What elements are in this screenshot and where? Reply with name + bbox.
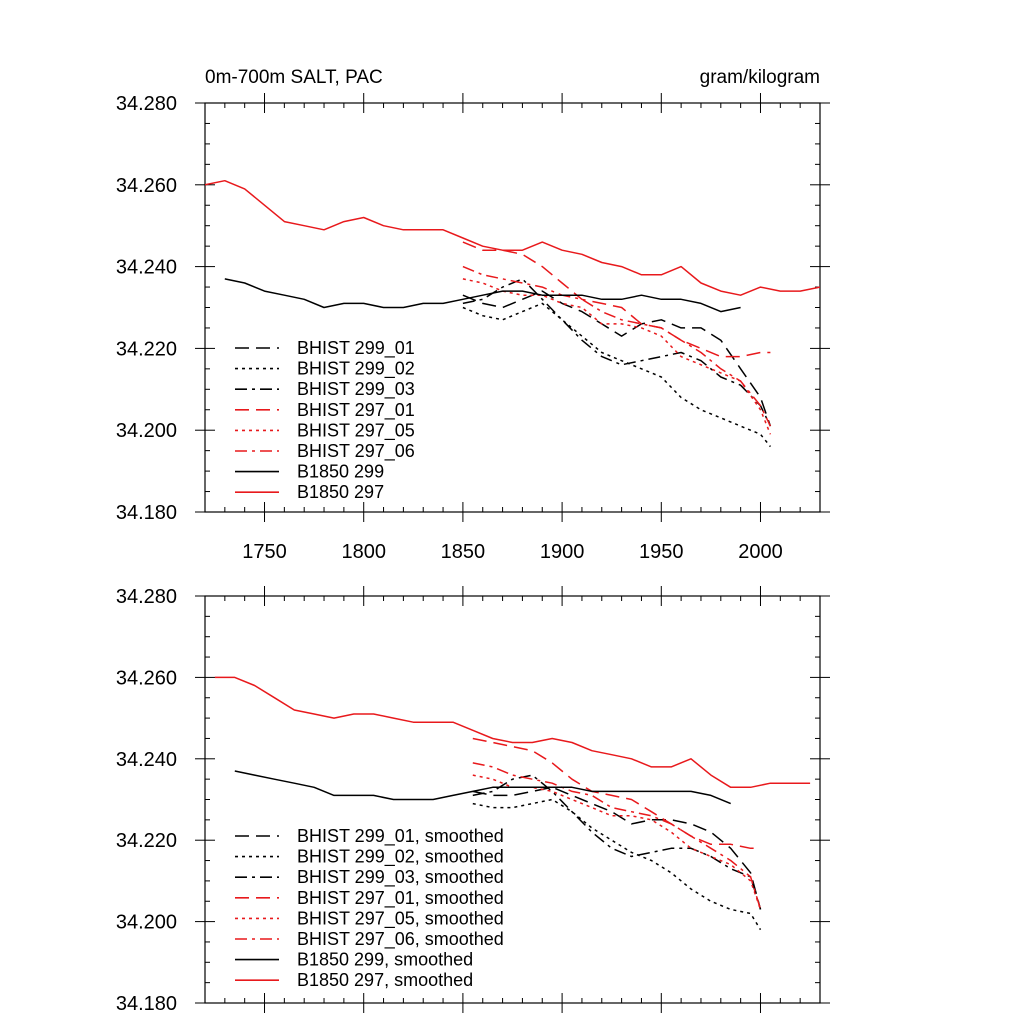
legend-label: BHIST 299_03, smoothed [297,867,504,888]
x-tick-label: 1950 [639,541,684,563]
y-tick-label: 34.180 [116,993,177,1015]
legend-label: BHIST 297_05 [297,420,415,441]
series-line-7 [214,676,811,789]
series-group [214,676,811,931]
legend-label: BHIST 297_05, smoothed [297,908,504,929]
bottom-panel: 34.180 34.200 34.220 34.240 34.260 34.280 BHIS… [116,586,830,1015]
legend-label: B1850 297 [297,482,384,502]
x-tick-label: 1900 [540,541,585,563]
y-tick-label: 34.180 [116,502,177,524]
legend-label: BHIST 297_06, smoothed [297,929,504,950]
legend-label: B1850 299 [297,462,384,482]
series-line-6 [234,770,731,805]
series-line-3 [462,241,771,358]
top-panel: 1750 1800 1850 1900 1950 2000 34.180 34.200 34.2… [116,67,830,563]
legend-label: BHIST 299_03 [297,379,415,400]
x-tick-label: 2000 [738,541,783,563]
series-line-6 [224,278,741,313]
series-line-4 [462,278,772,435]
y-tick-label: 34.280 [116,586,177,608]
legend-label: BHIST 297_01, smoothed [297,888,504,909]
x-tick-label: 1850 [441,541,486,563]
legend-label: B1850 299, smoothed [297,950,473,970]
legend-label: BHIST 299_02 [297,359,415,380]
y-tick-label: 34.240 [116,749,177,771]
legend-label: BHIST 299_01 [297,338,415,359]
series-line-3 [472,737,761,850]
y-tick-label: 34.260 [116,667,177,689]
series-line-1 [472,798,762,931]
y-tick-label: 34.200 [116,420,177,442]
y-tick-label: 34.220 [116,338,177,360]
series-line-5 [462,265,772,427]
legend-label: BHIST 297_01 [297,400,415,421]
x-tick-label: 1750 [242,541,287,563]
series-group [205,179,820,448]
legend-label: B1850 297, smoothed [297,970,473,990]
legend-label: BHIST 299_02, smoothed [297,847,504,868]
y-tick-label: 34.240 [116,257,177,279]
series-line-2 [462,278,772,427]
legend-label: BHIST 297_06 [297,441,415,462]
chart-title: 0m-700m SALT, PAC [205,67,383,88]
units-label: gram/kilogram [700,67,820,88]
series-line-7 [205,179,820,296]
y-tick-label: 34.200 [116,912,177,934]
series-line-1 [462,302,771,448]
y-tick-label: 34.220 [116,830,177,852]
x-tick-label: 1800 [341,541,386,563]
series-line-0 [472,786,762,910]
series-line-5 [472,762,762,910]
legend-label: BHIST 299_01, smoothed [297,826,504,847]
series-line-0 [462,290,772,427]
y-tick-label: 34.280 [116,93,177,115]
y-tick-label: 34.260 [116,175,177,197]
